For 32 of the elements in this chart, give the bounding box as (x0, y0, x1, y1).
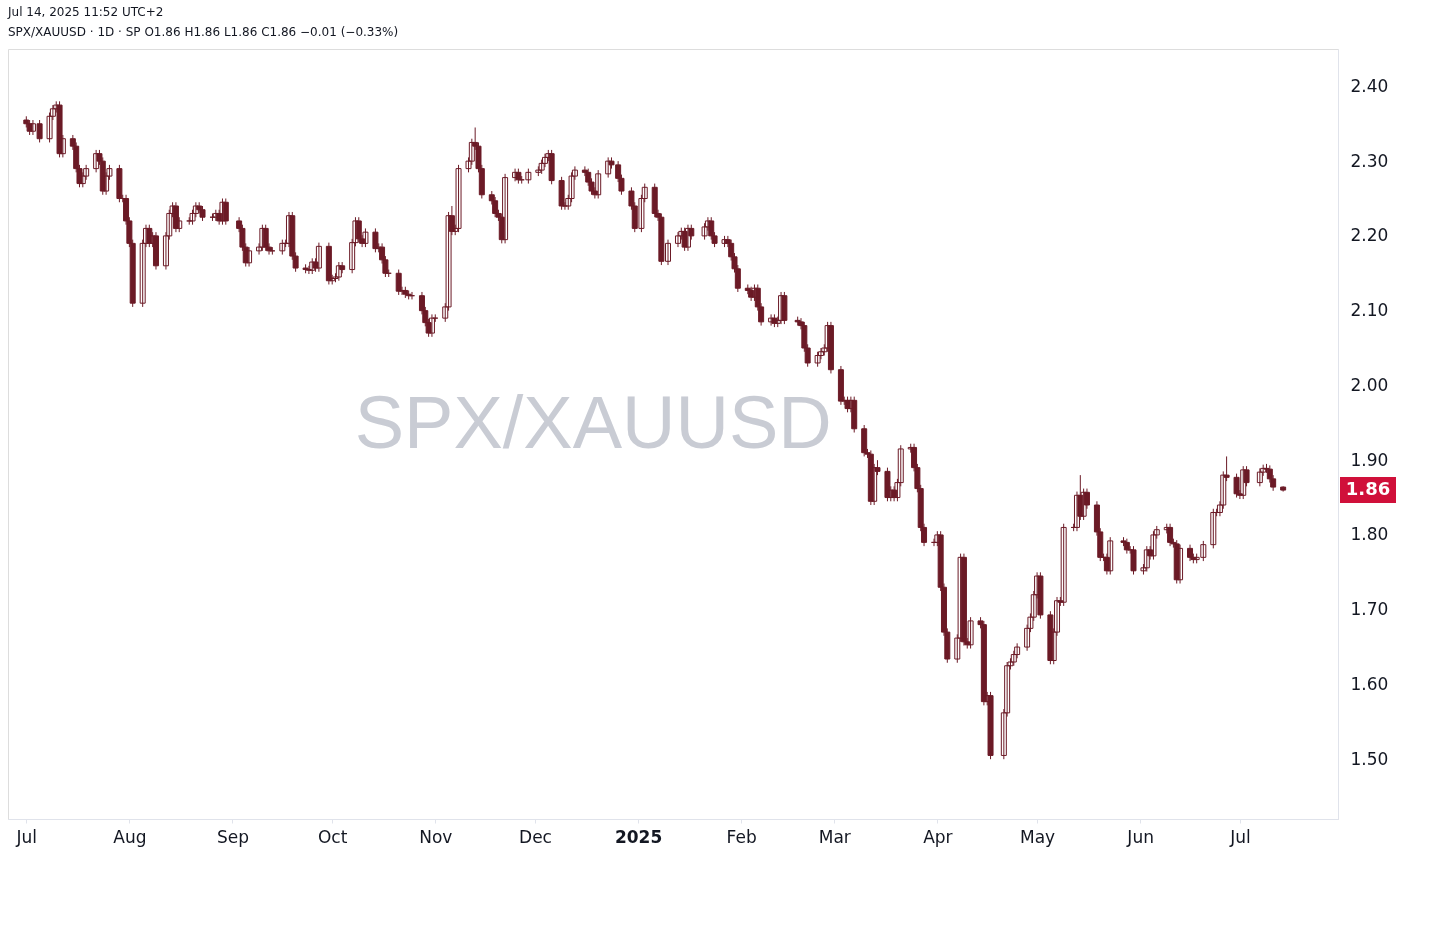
text: 1.86 (1345, 478, 1391, 500)
candlestick (1107, 536, 1114, 576)
y-tick-label: 1.60 (1350, 673, 1389, 694)
y-tick-label: 1.50 (1350, 748, 1389, 769)
candlestick (246, 246, 253, 268)
x-tick-label: Jul (1229, 826, 1251, 847)
x-tick-label: Dec (519, 826, 552, 847)
chart-title: Jul 14, 2025 11:52 UTC+2 (7, 5, 164, 19)
candlestick (512, 168, 519, 182)
x-tick-label: Aug (113, 826, 147, 847)
x-tick-label: Jun (1126, 826, 1154, 847)
x-tick-label: Jul (15, 826, 38, 847)
candlestick (1256, 467, 1263, 487)
x-tick-label: Nov (419, 826, 453, 847)
y-tick-label: 2.20 (1350, 225, 1389, 246)
x-tick-label: Sep (216, 826, 249, 847)
y-tick-label: 1.70 (1350, 599, 1389, 620)
x-tick-label: May (1020, 826, 1056, 847)
x-tick-label: Oct (317, 826, 348, 847)
x-tick-label: Apr (923, 826, 953, 847)
chart-subtitle: SPX/XAUUSD · 1D · SP O1.86 H1.86 L1.86 C1.86 −0.01 (−0.33%) (8, 25, 399, 39)
x-tick-label: 2025 (614, 826, 663, 847)
y-tick-label: 2.40 (1350, 75, 1389, 96)
x-tick-label: Mar (818, 826, 851, 847)
y-tick-label: 2.10 (1350, 300, 1389, 321)
y-tick-label: 1.90 (1350, 449, 1389, 470)
y-tick-label: 1.80 (1350, 524, 1389, 545)
candlestick (1014, 642, 1021, 659)
x-tick-label: Feb (726, 826, 757, 847)
candlestick (1177, 544, 1184, 585)
y-tick-label: 2.00 (1350, 374, 1389, 395)
y-tick-label: 2.30 (1350, 150, 1389, 171)
